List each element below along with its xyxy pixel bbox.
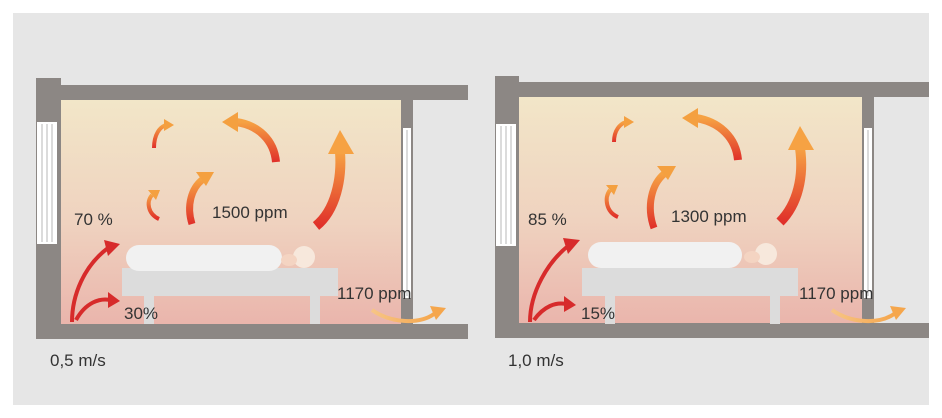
ceiling-wall <box>36 85 468 100</box>
ceiling-wall <box>495 82 929 97</box>
upper-inflow-percent: 70 % <box>74 210 113 229</box>
exit-co2-label: 1170 ppm <box>337 284 412 303</box>
person-icon <box>588 242 742 268</box>
bed-top <box>582 268 798 296</box>
inflow-arrow-icon <box>70 246 110 323</box>
circulation-arrow-icon <box>776 147 807 226</box>
air-speed-label: 0,5 m/s <box>50 351 106 370</box>
inflow-arrow-icon <box>528 244 570 323</box>
center-co2-label: 1300 ppm <box>671 207 747 226</box>
outflow-arrow-icon <box>830 308 896 324</box>
circulation-arrow-icon <box>604 188 619 219</box>
inflow-arrow-icon <box>532 301 567 322</box>
lower-inflow-percent: 30% <box>124 304 159 323</box>
floor-wall <box>495 323 929 338</box>
bed-leg <box>144 296 154 324</box>
floor-wall <box>36 324 468 339</box>
circulation-arrow-icon <box>235 118 280 163</box>
circulation-arrow-icon <box>312 151 346 230</box>
upper-inflow-percent: 85 % <box>528 210 567 229</box>
person-head <box>755 243 777 265</box>
person-head <box>293 246 315 268</box>
inflow-arrow-icon <box>74 297 111 322</box>
outflow-arrow-icon <box>370 308 436 324</box>
bed-leg <box>605 296 615 324</box>
bed-leg <box>770 296 780 324</box>
center-co2-label: 1500 ppm <box>212 203 288 222</box>
circulation-arrow-icon <box>146 193 160 221</box>
bed-top <box>122 268 338 296</box>
circulation-arrow-icon <box>186 177 205 226</box>
air-speed-label: 1,0 m/s <box>508 351 564 370</box>
bed-leg <box>310 296 320 324</box>
window-icon <box>36 121 58 245</box>
panel-right <box>495 76 929 338</box>
window-icon <box>495 123 517 247</box>
person-icon <box>126 245 282 271</box>
circulation-arrow-icon <box>646 171 667 230</box>
lower-inflow-percent: 15% <box>581 304 616 323</box>
exit-co2-label: 1170 ppm <box>799 284 874 303</box>
circulation-arrow-icon <box>695 114 742 161</box>
panel-left <box>36 78 468 339</box>
